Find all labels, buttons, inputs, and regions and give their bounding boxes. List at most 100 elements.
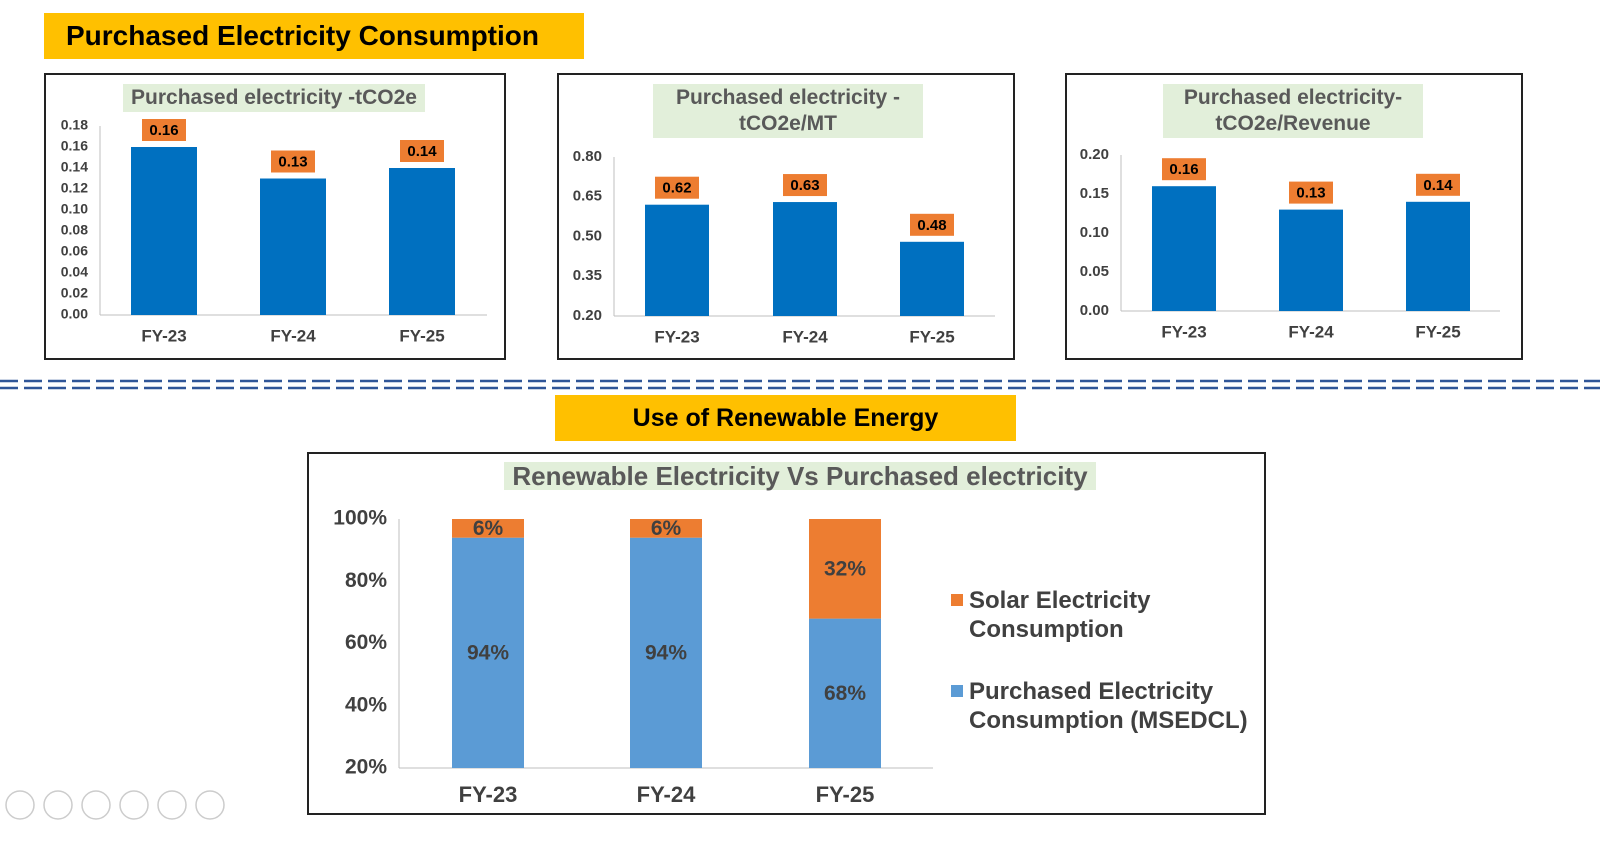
chart-title: Purchased electricity-tCO2e/Revenue (1163, 84, 1423, 138)
bar (131, 147, 197, 315)
y-tick-label: 0.18 (61, 117, 88, 133)
bar (773, 202, 837, 316)
y-tick-label: 0.10 (61, 201, 88, 217)
bar (645, 204, 709, 316)
data-label-bg (400, 140, 444, 162)
x-tick-label: FY-24 (782, 327, 828, 346)
data-label: 6% (651, 517, 682, 540)
data-label-bg (655, 176, 699, 199)
bar (900, 241, 964, 316)
x-tick-label: FY-25 (909, 327, 954, 346)
legend-label: Purchased Electricity Consumption (MSEDC… (969, 678, 1248, 734)
bar-segment (630, 537, 702, 768)
data-label: 0.14 (407, 143, 437, 160)
legend-swatch (951, 594, 963, 606)
bar (1406, 201, 1470, 311)
chart-title-wrap: Purchased electricity - tCO2e/MT (653, 84, 923, 138)
data-label: 0.62 (662, 180, 691, 197)
y-tick-label: 0.15 (1080, 185, 1109, 202)
x-tick-label: FY-24 (637, 782, 696, 807)
chart-title-wrap: Renewable Electricity Vs Purchased elect… (500, 462, 1100, 490)
y-tick-label: 0.12 (61, 180, 88, 196)
x-tick-label: FY-23 (1161, 322, 1206, 341)
x-tick-label: FY-23 (141, 326, 186, 345)
data-label: 32% (824, 557, 866, 580)
bar (260, 178, 326, 315)
x-tick-label: FY-25 (399, 326, 444, 345)
data-label-bg (271, 150, 315, 173)
chart-title: Purchased electricity -tCO2e (123, 84, 425, 112)
chart-frame (44, 73, 506, 360)
bar (1279, 209, 1343, 311)
data-label: 6% (473, 517, 504, 540)
y-tick-label: 0.06 (61, 243, 88, 259)
bar-segment (809, 519, 881, 619)
y-tick-label: 0.20 (573, 307, 602, 324)
y-tick-label: 0.20 (1080, 146, 1109, 163)
x-tick-label: FY-25 (1415, 322, 1460, 341)
y-tick-label: 0.80 (573, 148, 602, 165)
data-label: 94% (645, 641, 687, 664)
y-tick-label: 0.50 (573, 227, 602, 244)
more-button[interactable] (195, 790, 225, 820)
x-tick-label: FY-24 (1288, 322, 1334, 341)
chart-title: Purchased electricity - tCO2e/MT (653, 84, 923, 138)
data-label-bg (142, 119, 186, 141)
data-label: 0.48 (917, 217, 946, 234)
bar (389, 168, 455, 315)
legend-swatch (951, 685, 963, 697)
y-tick-label: 0.65 (573, 188, 602, 205)
y-tick-label: 0.14 (61, 159, 88, 175)
data-label-bg (1416, 173, 1460, 196)
chart-title-wrap: Purchased electricity-tCO2e/Revenue (1163, 84, 1423, 138)
y-tick-label: 0.16 (61, 138, 88, 154)
y-tick-label: 0.05 (1080, 263, 1109, 280)
data-label: 68% (824, 682, 866, 705)
section-title: Use of Renewable Energy (555, 395, 1016, 441)
data-label-bg (1162, 158, 1206, 181)
slides-button[interactable] (119, 790, 149, 820)
data-label: 0.16 (149, 122, 178, 139)
data-label: 0.14 (1423, 177, 1453, 194)
x-tick-label: FY-23 (654, 327, 699, 346)
x-tick-label: FY-23 (459, 782, 518, 807)
y-tick-label: 0.00 (61, 306, 88, 322)
section-title: Purchased Electricity Consumption (44, 13, 584, 59)
chart-title: Renewable Electricity Vs Purchased elect… (504, 462, 1096, 490)
prev-button[interactable] (5, 790, 35, 820)
zoom-button[interactable] (157, 790, 187, 820)
data-label: 0.13 (278, 153, 307, 170)
y-tick-label: 80% (345, 569, 387, 592)
y-tick-label: 0.08 (61, 222, 88, 238)
data-label-bg (1289, 181, 1333, 204)
data-label-bg (783, 174, 827, 197)
y-tick-label: 0.35 (573, 267, 602, 284)
chart-frame (307, 452, 1266, 815)
data-label: 0.63 (790, 177, 819, 194)
chart-title-wrap: Purchased electricity -tCO2e (94, 84, 454, 112)
data-label: 0.13 (1296, 185, 1325, 202)
chart-frame (557, 73, 1015, 360)
y-tick-label: 0.10 (1080, 224, 1109, 241)
y-tick-label: 0.04 (61, 264, 88, 280)
y-tick-label: 20% (345, 756, 387, 779)
y-tick-label: 0.00 (1080, 302, 1109, 319)
y-tick-label: 60% (345, 631, 387, 654)
pen-button[interactable] (81, 790, 111, 820)
bar (1152, 186, 1216, 311)
data-label: 0.16 (1169, 161, 1198, 178)
data-label-bg (910, 213, 954, 236)
legend-label: Solar Electricity Consumption (969, 587, 1151, 643)
bar-segment (452, 537, 524, 768)
y-tick-label: 100% (333, 507, 387, 530)
next-button[interactable] (43, 790, 73, 820)
data-label: 94% (467, 641, 509, 664)
bar-segment (630, 519, 702, 538)
y-tick-label: 0.02 (61, 285, 88, 301)
slideshow-controls (5, 790, 225, 820)
x-tick-label: FY-24 (270, 326, 316, 345)
y-tick-label: 40% (345, 693, 387, 716)
bar-segment (452, 519, 524, 538)
